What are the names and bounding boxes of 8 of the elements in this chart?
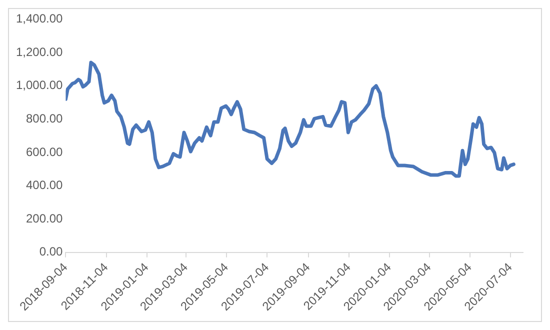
y-tick-label: 400.00 bbox=[26, 178, 64, 192]
y-tick-label: 1,200.00 bbox=[16, 44, 64, 59]
y-tick-label: 1,400.00 bbox=[16, 12, 64, 26]
y-tick-label: 1,000.00 bbox=[16, 78, 64, 92]
y-tick-label: 200.00 bbox=[26, 211, 64, 226]
y-tick-label: 600.00 bbox=[26, 144, 64, 159]
y-tick-label: 0.00 bbox=[39, 244, 64, 259]
y-tick-label: 800.00 bbox=[26, 111, 64, 126]
